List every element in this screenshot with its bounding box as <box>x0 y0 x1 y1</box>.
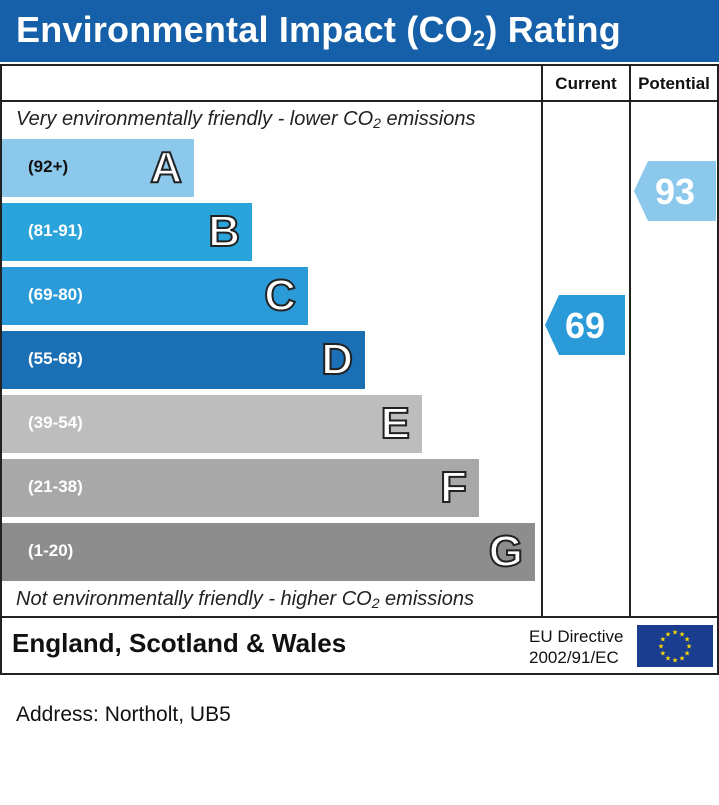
rating-letter-b: B <box>207 206 241 257</box>
rating-range-a: (92+) <box>28 157 69 176</box>
rating-range-g: (1-20) <box>28 541 74 560</box>
rating-bar-e: (39-54) E <box>2 395 422 453</box>
rating-bar-d: (55-68) D <box>2 331 365 389</box>
eu-star-icon: ★ <box>672 657 678 665</box>
bottom-caption-suffix: emissions <box>379 588 474 610</box>
eu-star-icon: ★ <box>665 630 671 638</box>
current-arrow-shape <box>545 295 625 355</box>
rating-letter-g: G <box>488 526 524 577</box>
eu-star-icon: ★ <box>684 636 690 644</box>
eu-star-icon: ★ <box>658 643 664 651</box>
current-column-heading: Current <box>555 74 617 93</box>
eu-star-icon: ★ <box>665 655 671 663</box>
chart-title: Environmental Impact (CO2) Rating <box>16 9 621 52</box>
rating-range-c: (69-80) <box>28 285 83 304</box>
region-label: England, Scotland & Wales <box>12 628 347 658</box>
title-subscript: 2 <box>472 26 486 51</box>
frame-left <box>0 64 2 675</box>
potential-rating-value: 93 <box>655 171 695 212</box>
potential-rating-arrow: 93 <box>634 161 716 221</box>
frame-header-divider <box>0 100 719 102</box>
rating-range-e: (39-54) <box>28 413 83 432</box>
rating-range-f: (21-38) <box>28 477 83 496</box>
rating-bar-f: (21-38) F <box>2 459 479 517</box>
eu-star-icon: ★ <box>684 650 690 658</box>
rating-range-d: (55-68) <box>28 349 83 368</box>
current-rating-arrow: 69 <box>545 295 625 355</box>
eu-star-icon: ★ <box>679 630 685 638</box>
eu-directive-label: EU Directive <box>529 627 624 646</box>
eu-flag-icon: ★★★★★★★★★ ★ ★★ <box>637 625 713 667</box>
rating-letter-d: D <box>320 334 354 385</box>
bottom-caption-subscript: 2 <box>371 595 380 611</box>
title-suffix: ) Rating <box>485 9 621 50</box>
rating-bar-c: (69-80) C <box>2 267 308 325</box>
rating-bar-b: (81-91) B <box>2 203 252 261</box>
eu-star-icon: ★ <box>660 650 666 658</box>
rating-bar-g: (1-20) G <box>2 523 535 581</box>
rating-letter-f: F <box>439 462 468 513</box>
frame-potential-divider <box>629 64 631 618</box>
rating-letter-e: E <box>380 398 411 449</box>
bottom-caption-prefix: Not environmentally friendly - higher CO <box>16 588 372 610</box>
eu-star-icon: ★ <box>679 655 685 663</box>
frame-current-divider <box>541 64 543 618</box>
frame-mid <box>0 616 719 618</box>
eu-star-icon: ★ <box>686 643 692 651</box>
current-rating-value: 69 <box>565 305 605 346</box>
top-caption-prefix: Very environmentally friendly - lower CO <box>16 108 374 130</box>
eu-directive-number: 2002/91/EC <box>529 648 619 667</box>
frame-bottom <box>0 673 719 675</box>
top-caption: Very environmentally friendly - lower CO… <box>16 108 475 131</box>
rating-letter-a: A <box>149 142 183 193</box>
title-bar: Environmental Impact (CO2) Rating <box>0 0 719 62</box>
rating-range-b: (81-91) <box>28 221 83 240</box>
address: Address: Northolt, UB5 <box>16 703 231 726</box>
frame-right <box>717 64 719 675</box>
eu-star-icon: ★ <box>660 636 666 644</box>
top-caption-subscript: 2 <box>373 115 381 131</box>
top-caption-suffix: emissions <box>380 108 476 130</box>
potential-arrow-shape <box>634 161 716 221</box>
bottom-caption: Not environmentally friendly - higher CO… <box>16 588 474 611</box>
rating-bar-a: (92+) A <box>2 139 194 197</box>
frame-top <box>0 64 719 66</box>
title-prefix: Environmental Impact (CO <box>16 9 473 50</box>
potential-column-heading: Potential <box>638 74 710 93</box>
eu-star-icon: ★ <box>672 629 678 637</box>
rating-letter-c: C <box>263 270 297 321</box>
